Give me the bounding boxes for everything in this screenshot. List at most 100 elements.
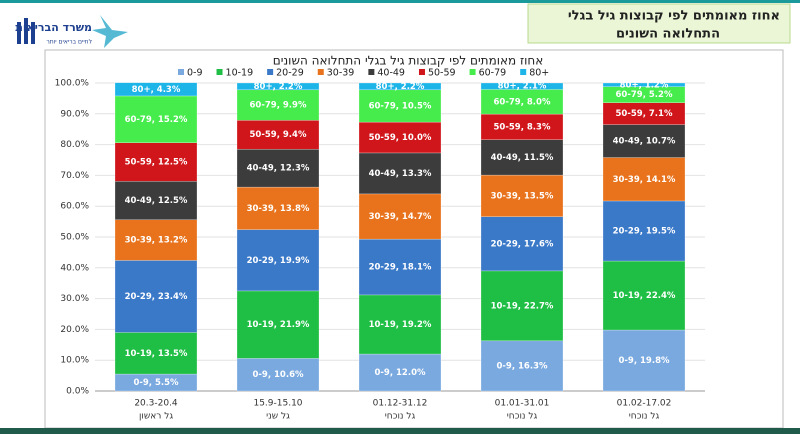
legend-label: 30-39 <box>327 68 355 79</box>
legend-label: 60-79 <box>479 68 507 79</box>
header-box <box>527 3 791 44</box>
data-label: 60-79, 5.2% <box>616 90 673 100</box>
x-tick-label: 01.12-31.12 <box>373 399 428 409</box>
y-tick-label: 0.0% <box>66 387 89 397</box>
bar-segment <box>480 82 564 90</box>
logo-tagline: לחיים בריאים יותר <box>46 39 92 46</box>
x-tick-sublabel: גל שני <box>266 412 290 422</box>
bar-segment <box>602 329 686 392</box>
y-tick-label: 30.0% <box>60 294 89 304</box>
data-label: 60-79, 8.0% <box>494 97 551 107</box>
bar-segment <box>114 260 198 333</box>
data-label: 80+, 4.3% <box>132 85 181 95</box>
top-strip <box>0 0 800 3</box>
bar-segment <box>480 216 564 272</box>
data-label: 10-19, 22.4% <box>613 291 676 301</box>
y-tick-label: 70.0% <box>60 171 89 181</box>
bar-segment <box>602 82 686 87</box>
data-label: 0-9, 10.6% <box>252 370 304 380</box>
bar-segment <box>236 229 320 292</box>
bar-segment <box>480 139 564 176</box>
header-title: אחוז מאומתים לפי קבוצות גיל בגלי <box>568 9 780 24</box>
legend-swatch <box>267 69 274 75</box>
y-tick-label: 40.0% <box>60 263 89 273</box>
bar-segment <box>358 353 442 392</box>
bar-segment <box>480 89 564 115</box>
y-tick-label: 80.0% <box>60 140 89 150</box>
bar-segment <box>358 82 442 91</box>
y-tick-label: 50.0% <box>60 233 89 243</box>
legend-label: 20-29 <box>276 68 304 79</box>
y-tick-label: 90.0% <box>60 109 89 119</box>
x-tick-sublabel: גל נוכחי <box>385 412 416 422</box>
bar-segment <box>114 181 198 221</box>
data-label: 20-29, 19.9% <box>247 256 310 266</box>
data-label: 60-79, 10.5% <box>369 101 432 111</box>
data-label: 40-49, 12.5% <box>125 196 188 206</box>
bar-segment <box>358 294 442 355</box>
legend-label: 10-19 <box>226 68 254 79</box>
bar-segment <box>114 82 198 97</box>
legend-label: 0-9 <box>187 68 203 79</box>
data-label: 60-79, 9.9% <box>250 101 307 111</box>
legend-swatch <box>418 69 425 75</box>
bar-segment <box>236 358 320 392</box>
data-label: 30-39, 13.5% <box>491 191 554 201</box>
x-tick-sublabel: גל נוכחי <box>507 412 538 422</box>
logo-icon <box>31 22 35 44</box>
data-label: 80+, 2.2% <box>254 82 303 92</box>
bar-segment <box>236 290 320 359</box>
logo-icon <box>92 15 128 48</box>
bar-segment <box>480 113 564 140</box>
data-label: 40-49, 11.5% <box>491 153 554 163</box>
data-label: 20-29, 19.5% <box>613 226 676 236</box>
legend-swatch <box>469 69 476 75</box>
data-label: 30-39, 14.7% <box>369 212 432 222</box>
logo-text: משרד הבריאות <box>15 21 92 34</box>
legend-label: 50-59 <box>428 68 456 79</box>
data-label: 10-19, 19.2% <box>369 320 432 330</box>
data-label: 40-49, 12.3% <box>247 164 310 174</box>
data-label: 20-29, 23.4% <box>125 292 188 302</box>
legend-swatch <box>178 69 184 75</box>
data-label: 20-29, 17.6% <box>491 239 554 249</box>
header-title: התחלואה השונים <box>616 27 720 42</box>
bar-segment <box>480 174 564 217</box>
y-tick-label: 10.0% <box>60 356 89 366</box>
bar-segment <box>480 340 564 392</box>
bar-segment <box>114 95 198 144</box>
logo: משרד הבריאות לחיים בריאים יותר <box>15 15 128 48</box>
bar-segment <box>236 120 320 150</box>
data-label: 0-9, 16.3% <box>496 361 548 371</box>
data-label: 40-49, 13.3% <box>369 169 432 179</box>
data-label: 10-19, 22.7% <box>491 301 554 311</box>
data-label: 10-19, 21.9% <box>247 320 310 330</box>
data-label: 50-59, 8.3% <box>494 122 551 132</box>
data-label: 50-59, 9.4% <box>250 130 307 140</box>
data-label: 0-9, 12.0% <box>374 368 426 378</box>
x-tick-sublabel: גל נוכחי <box>629 412 660 422</box>
chart-title: אחוז מאומתים לפי קבוצות גיל בגלי התחלואה… <box>273 54 544 68</box>
logo-icon <box>17 22 21 44</box>
bar-segment <box>602 260 686 331</box>
logo-icon <box>24 18 28 44</box>
data-label: 0-9, 5.5% <box>133 378 179 388</box>
x-tick-sublabel: גל ראשון <box>139 412 173 422</box>
bar-segment <box>358 238 442 296</box>
data-label: 80+, 1.2% <box>620 80 669 90</box>
data-label: 80+, 2.2% <box>376 82 425 92</box>
bar-segment <box>236 148 320 188</box>
x-tick-label: 01.02-17.02 <box>617 399 672 409</box>
x-tick-label: 01.01-31.01 <box>495 399 550 409</box>
data-label: 40-49, 10.7% <box>613 137 676 147</box>
y-tick-label: 100.0% <box>55 79 90 89</box>
data-label: 50-59, 7.1% <box>616 109 673 119</box>
legend-swatch <box>317 69 324 75</box>
data-label: 50-59, 12.5% <box>125 158 188 168</box>
data-label: 0-9, 19.8% <box>618 356 670 366</box>
data-label: 10-19, 13.5% <box>125 349 188 359</box>
legend-swatch <box>368 69 375 75</box>
data-label: 60-79, 15.2% <box>125 115 188 125</box>
bottom-strip <box>0 428 800 434</box>
bar-segment <box>114 142 198 182</box>
